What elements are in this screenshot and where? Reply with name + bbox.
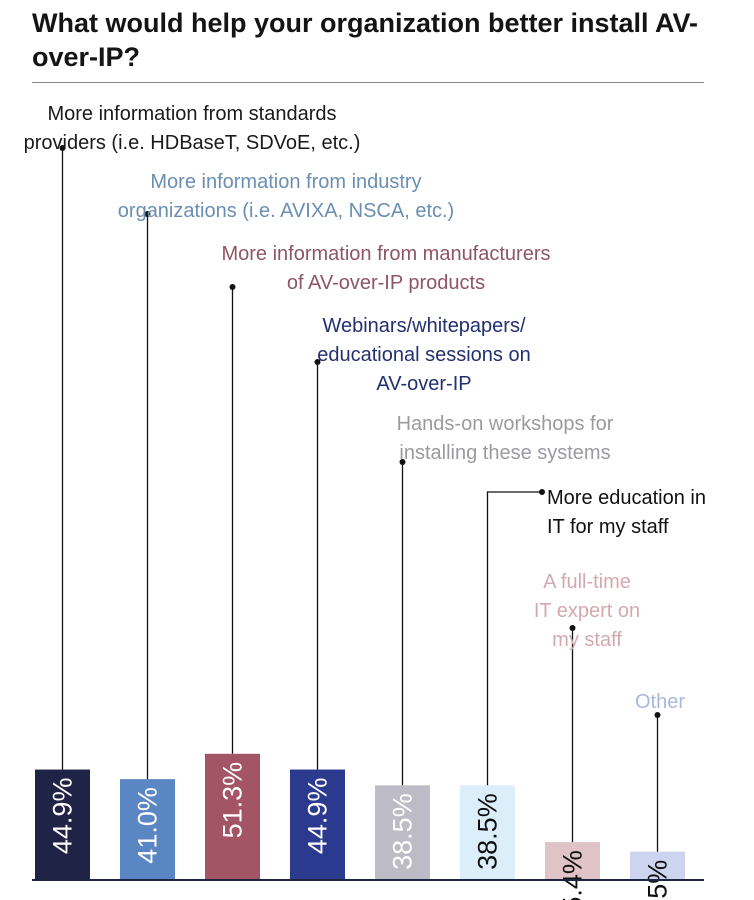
category-label-2-line-1: More information from industry <box>150 171 421 193</box>
leader-dot-5 <box>399 459 406 465</box>
category-label-3-line-1: More information from manufacturers <box>221 243 550 265</box>
category-label-7-line-2: IT expert on <box>534 600 640 622</box>
leader-dot-7 <box>569 625 576 631</box>
bar-4 <box>290 769 345 880</box>
bar-6 <box>460 785 515 880</box>
category-label-1-line-2: providers (i.e. HDBaseT, SDVoE, etc.) <box>24 132 361 154</box>
bar-7 <box>545 842 600 880</box>
category-label-7-line-1: A full-time <box>543 571 631 593</box>
leader-dot-1 <box>59 145 66 151</box>
leader-dot-3 <box>229 284 236 290</box>
category-label-6-line-2: IT for my staff <box>547 516 669 538</box>
value-label-1: 44.9% <box>48 778 78 855</box>
category-label-8-line-1: Other <box>635 691 685 713</box>
category-label-1-line-1: More information from standards <box>47 103 336 125</box>
bar-5 <box>375 785 430 880</box>
value-label-3: 51.3% <box>218 762 248 839</box>
chart-title: What would help your organization better… <box>32 8 699 72</box>
value-label-7: 15.4% <box>558 850 588 900</box>
category-label-5-line-2: installing these systems <box>399 442 610 464</box>
category-label-4-line-1: Webinars/whitepapers/ <box>322 315 526 337</box>
category-label-3-line-2: of AV-over-IP products <box>287 272 485 294</box>
leader-dot-4 <box>314 359 321 365</box>
leader-dot-6 <box>539 489 545 495</box>
category-label-7-line-3: my staff <box>552 629 622 651</box>
category-label-2-line-2: organizations (i.e. AVIXA, NSCA, etc.) <box>118 200 454 222</box>
title-divider <box>32 82 704 83</box>
category-label-6-line-1: More education in <box>547 487 706 509</box>
value-label-2: 41.0% <box>133 787 163 864</box>
value-label-4: 44.9% <box>303 778 333 855</box>
category-label-4-line-3: AV-over-IP <box>376 373 471 395</box>
leader-dot-2 <box>144 211 151 217</box>
bar-3 <box>205 753 260 880</box>
value-label-5: 38.5% <box>388 793 418 870</box>
leader-line-6 <box>486 491 540 786</box>
category-label-5-line-1: Hands-on workshops for <box>397 413 614 435</box>
bar-8 <box>630 851 685 880</box>
bar-1 <box>35 769 90 880</box>
value-label-6: 38.5% <box>473 793 503 870</box>
bar-2 <box>120 779 175 880</box>
category-label-4-line-2: educational sessions on <box>317 344 530 366</box>
leader-dot-8 <box>654 712 661 718</box>
